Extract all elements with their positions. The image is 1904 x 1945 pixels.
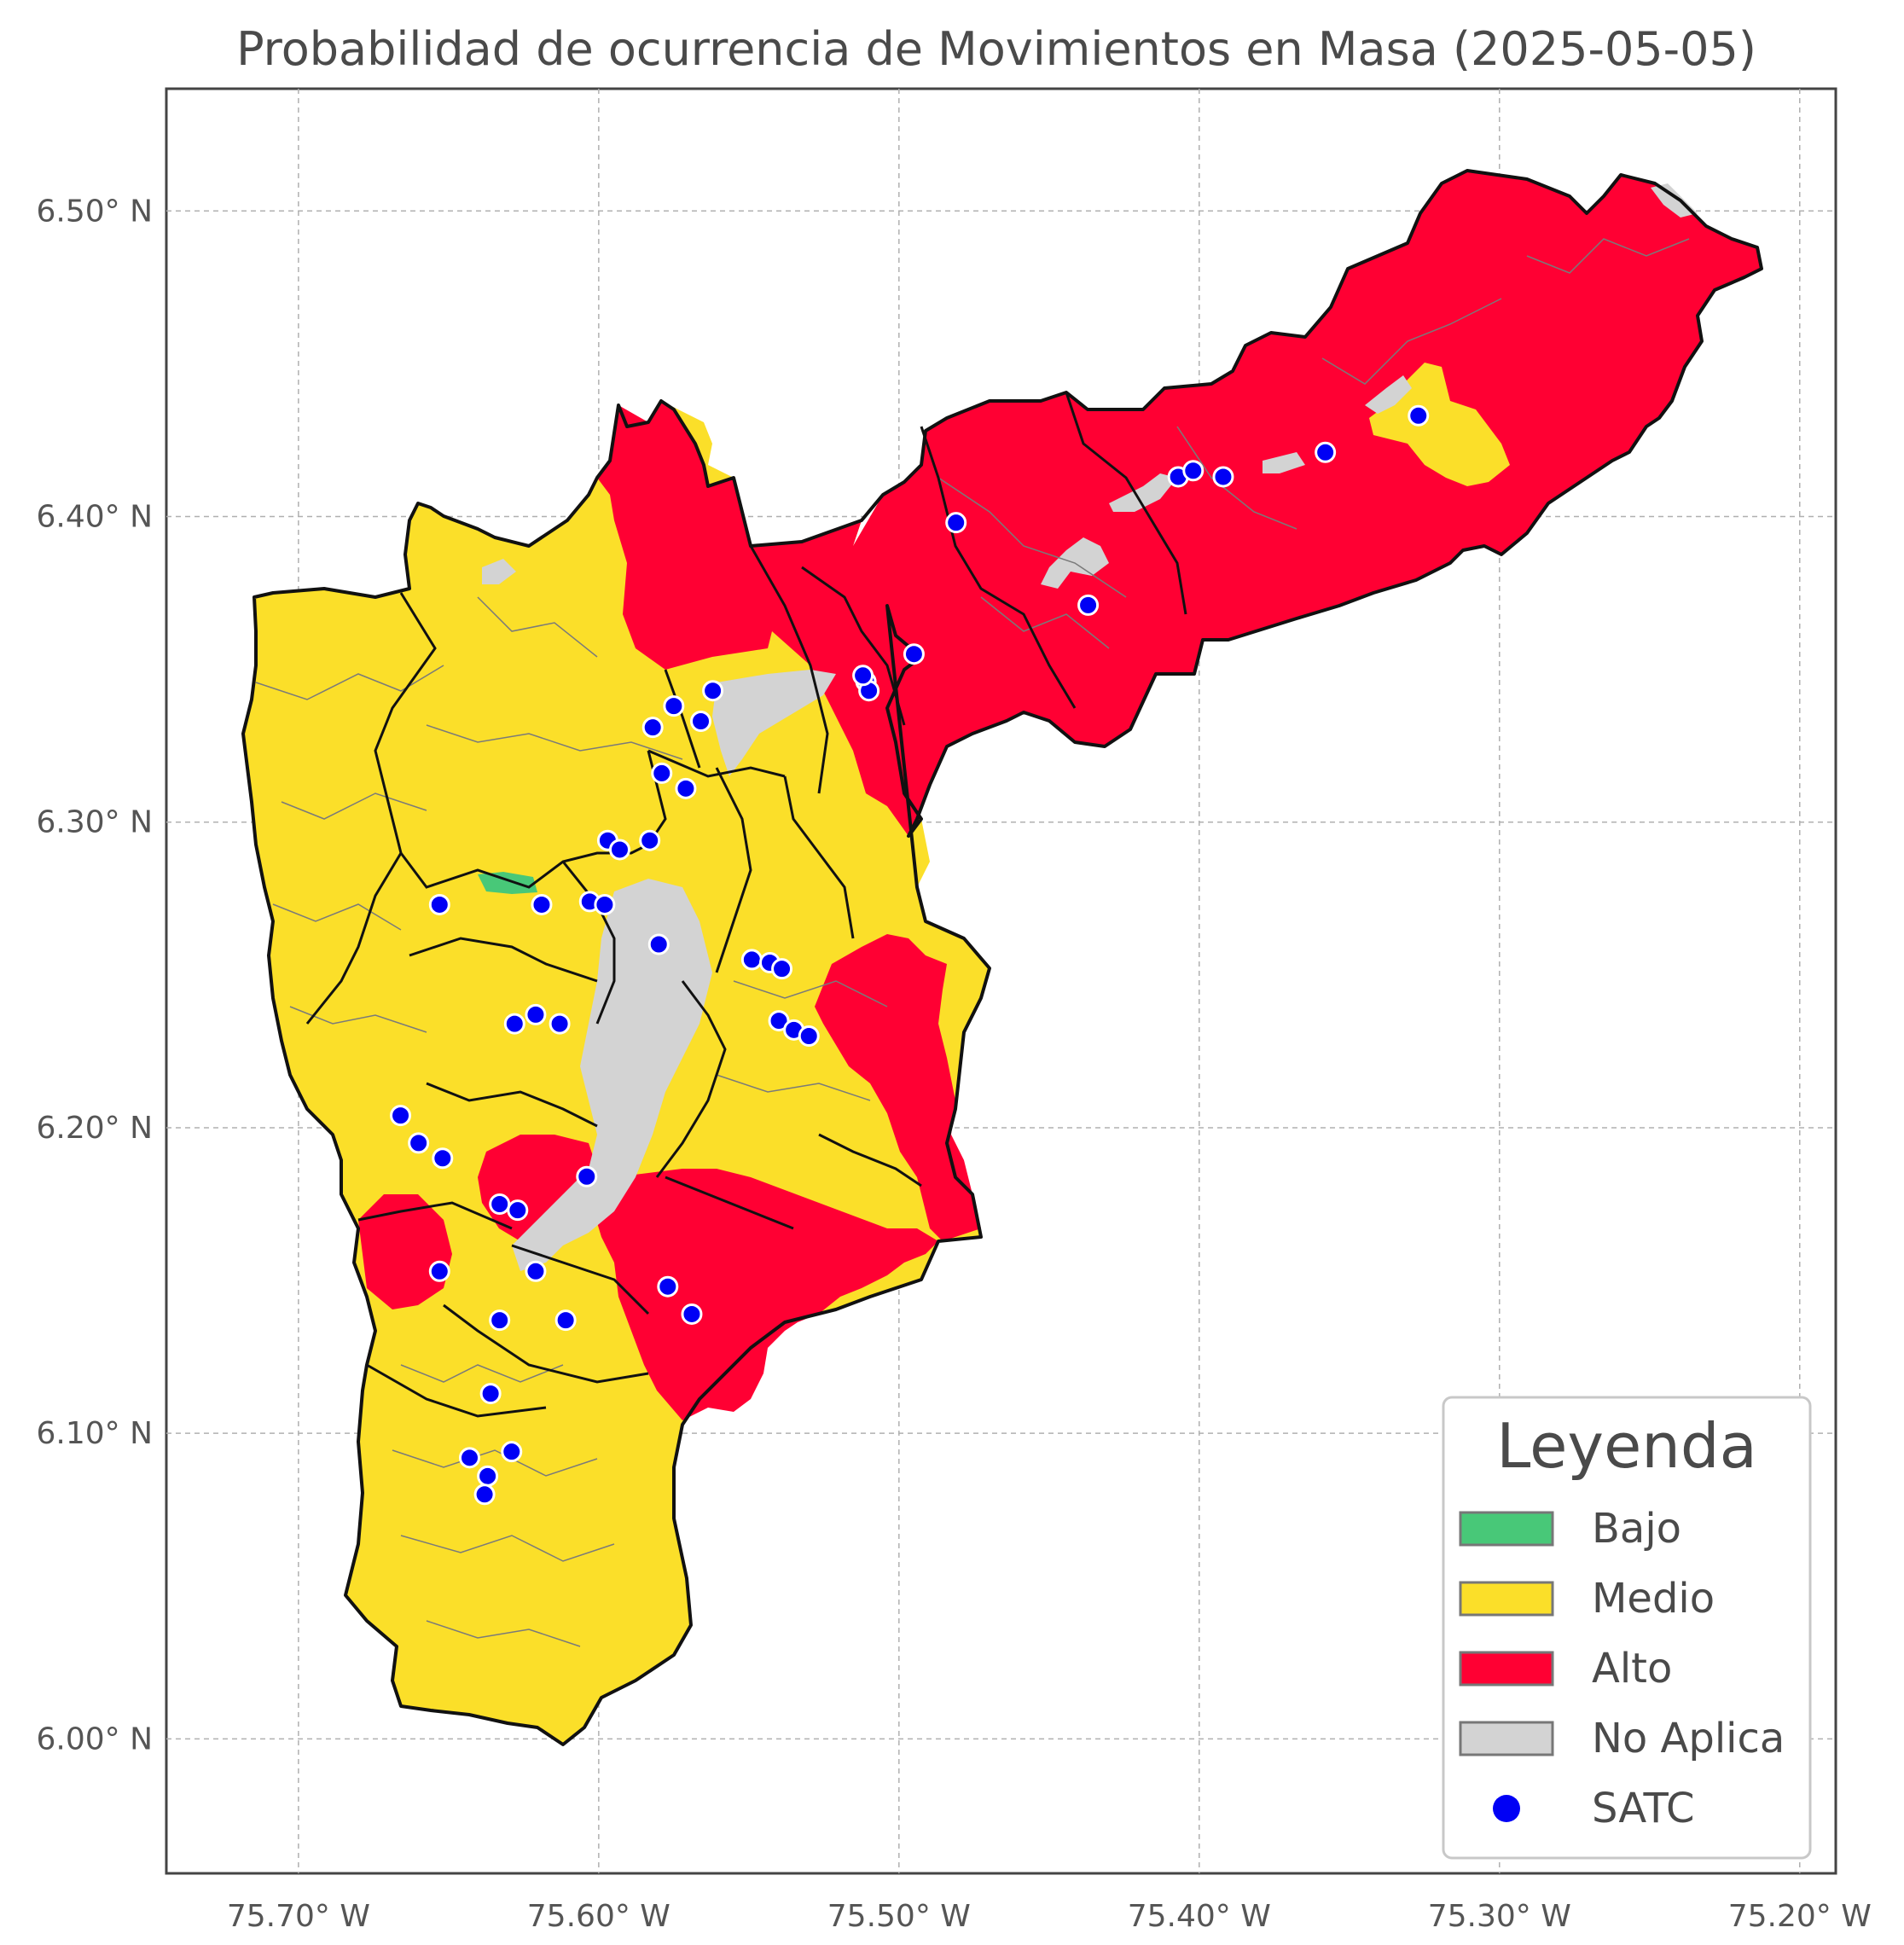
satc-station-marker [657, 1275, 679, 1298]
satc-station-marker [1182, 460, 1205, 482]
satc-station-marker [903, 643, 925, 665]
satc-station-marker [702, 680, 724, 702]
satc-station-marker [690, 711, 712, 733]
axis-ticks: 75.70° W 75.60° W 75.50° W 75.40° W 75.30° W… [36, 194, 1871, 1934]
satc-station-marker [507, 1199, 529, 1222]
x-tick-label: 75.40° W [1128, 1899, 1271, 1934]
y-tick-label: 6.10° N [36, 1416, 153, 1451]
legend-marker-satc [1493, 1795, 1520, 1822]
municipal-boundaries [305, 392, 1187, 1418]
satc-station-marker [852, 665, 874, 687]
legend-label-bajo: Bajo [1592, 1505, 1681, 1553]
satc-station-marker [641, 717, 664, 739]
x-tick-label: 75.20° W [1728, 1899, 1872, 1934]
satc-station-marker [647, 933, 670, 955]
satc-station-marker [675, 777, 697, 799]
plot-frame [165, 87, 1837, 1875]
x-tick-label: 75.50° W [827, 1899, 971, 1934]
satc-station-marker [554, 1309, 577, 1332]
legend-label-no-aplica: No Aplica [1592, 1715, 1785, 1762]
satc-station-marker [432, 1147, 454, 1170]
satc-station-marker [477, 1465, 499, 1487]
no-aplica-northeast-2 [1109, 473, 1177, 512]
y-tick-label: 6.40° N [36, 500, 153, 535]
satc-station-marker [681, 1303, 703, 1325]
no-aplica-far-ne [1651, 183, 1698, 218]
satc-stations [390, 404, 1430, 1506]
legend-swatch-bajo [1459, 1511, 1554, 1547]
satc-station-marker [428, 893, 450, 915]
legend-title: Leyenda [1496, 1410, 1757, 1482]
satc-station-marker [639, 829, 661, 851]
no-aplica-northeast-3 [1263, 452, 1305, 473]
risk-map [241, 169, 1763, 1746]
satc-station-marker [651, 762, 673, 784]
legend-swatch-medio [1459, 1581, 1554, 1617]
no-aplica-urban [512, 879, 712, 1271]
satc-station-marker [390, 1105, 412, 1127]
satc-station-marker [1408, 404, 1430, 427]
satc-station-marker [594, 893, 616, 915]
y-tick-label: 6.50° N [36, 194, 153, 229]
legend: Leyenda Bajo Medio Alto No Aplica SATC [1442, 1396, 1812, 1860]
satc-station-marker [1077, 594, 1100, 616]
subdivision-lines [255, 238, 1690, 1647]
territory-outline [241, 169, 1763, 1746]
satc-station-marker [531, 893, 553, 915]
legend-swatch-no-aplica [1459, 1721, 1554, 1756]
satc-station-marker [549, 1013, 571, 1035]
alto-region-east [815, 934, 981, 1241]
satc-station-marker [501, 1441, 523, 1463]
satc-station-marker [458, 1447, 480, 1469]
satc-station-marker [489, 1309, 511, 1332]
satc-station-marker [525, 1003, 547, 1025]
alto-region-southwest [478, 1135, 597, 1241]
y-tick-label: 6.20° N [36, 1111, 153, 1146]
alto-region-west-south [358, 1194, 452, 1309]
map-title: Probabilidad de ocurrencia de Movimiento… [236, 22, 1756, 76]
legend-label-medio: Medio [1592, 1575, 1715, 1623]
no-aplica-north [712, 670, 836, 776]
satc-station-marker [428, 1260, 450, 1282]
satc-station-marker [503, 1013, 525, 1035]
no-aplica-northeast-4 [1365, 375, 1412, 414]
y-tick-label: 6.30° N [36, 805, 153, 840]
no-aplica-north-2 [482, 559, 516, 584]
bajo-region [478, 872, 537, 894]
x-tick-label: 75.70° W [227, 1899, 370, 1934]
satc-station-marker [663, 695, 685, 717]
satc-station-marker [479, 1383, 502, 1405]
legend-label-satc: SATC [1592, 1785, 1695, 1832]
satc-station-marker [576, 1165, 598, 1187]
satc-station-marker [525, 1260, 547, 1282]
y-tick-label: 6.00° N [36, 1721, 153, 1756]
satc-station-marker [768, 1010, 790, 1032]
satc-station-marker [1315, 441, 1337, 463]
x-tick-label: 75.60° W [527, 1899, 670, 1934]
legend-label-alto: Alto [1592, 1645, 1672, 1692]
satc-station-marker [608, 839, 630, 861]
x-tick-label: 75.30° W [1428, 1899, 1571, 1934]
alto-region-south [589, 1169, 938, 1420]
satc-station-marker [473, 1483, 496, 1506]
satc-station-marker [1212, 466, 1234, 488]
satc-station-marker [408, 1132, 430, 1154]
legend-swatch-alto [1459, 1651, 1554, 1687]
satc-station-marker [740, 949, 763, 971]
satc-station-marker [945, 512, 967, 534]
satc-station-marker [771, 958, 793, 980]
satc-station-marker [489, 1193, 511, 1215]
satc-station-marker [798, 1025, 820, 1047]
